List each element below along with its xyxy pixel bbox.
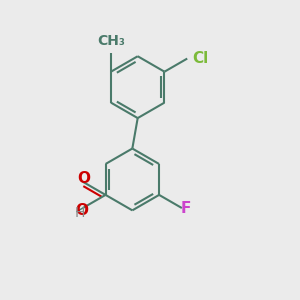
Text: CH₃: CH₃ [97, 34, 125, 48]
Text: F: F [181, 200, 191, 215]
Text: O: O [77, 171, 90, 186]
Text: H: H [74, 206, 85, 220]
Text: O: O [75, 203, 88, 218]
Text: Cl: Cl [193, 51, 209, 66]
